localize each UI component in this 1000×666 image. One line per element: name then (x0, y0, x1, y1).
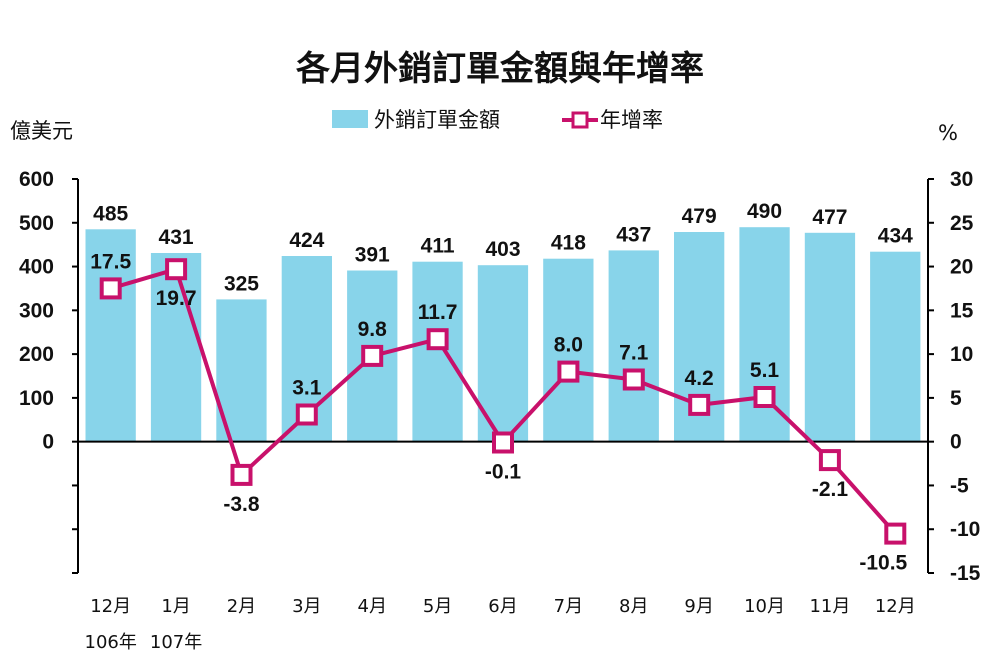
left-tick-label: 400 (19, 256, 54, 279)
rate-value-label: 5.1 (750, 359, 780, 382)
x-tick-label: 7月 (554, 596, 583, 617)
rate-marker-0 (99, 277, 122, 300)
right-tick-label: 20 (950, 256, 973, 279)
left-axis-unit: 億美元 (10, 119, 73, 143)
rate-marker-7 (557, 360, 580, 383)
bar-value-label: 437 (616, 223, 651, 246)
legend-label-rate: 年增率 (600, 108, 663, 132)
rate-marker-2 (230, 463, 253, 486)
bar-1 (150, 253, 202, 442)
rate-value-label: -3.8 (223, 493, 260, 516)
bar-value-label: 325 (224, 272, 259, 295)
right-tick-label: 30 (950, 168, 973, 191)
left-tick-label: 300 (19, 299, 54, 322)
x-tick-label: 3月 (292, 596, 321, 617)
rate-marker-3 (295, 403, 318, 426)
legend-marker-rate (571, 111, 589, 129)
rate-marker-11 (818, 449, 841, 472)
rate-value-label: 17.5 (90, 250, 131, 273)
left-tick-label: 500 (19, 212, 54, 235)
bar-value-label: 477 (812, 206, 847, 229)
legend-swatch-bars (332, 110, 368, 128)
right-tick-label: 15 (950, 299, 974, 322)
legend-label-bars: 外銷訂單金額 (374, 108, 500, 132)
x-tick-label: 12月 (875, 596, 916, 617)
x-tick-label: 2月 (227, 596, 256, 617)
bar-value-label: 391 (355, 243, 390, 266)
rate-marker-9 (688, 393, 711, 416)
bar-12 (870, 251, 921, 442)
left-tick-label: 100 (19, 387, 54, 410)
bar-value-label: 403 (485, 238, 520, 261)
right-tick-label: -5 (950, 474, 969, 497)
bar-value-label: 434 (878, 225, 913, 248)
year-label: 107年 (150, 632, 202, 653)
x-tick-label: 8月 (619, 596, 648, 617)
x-tick-label: 6月 (488, 596, 517, 617)
x-tick-label: 5月 (423, 596, 452, 617)
rate-value-label: -2.1 (812, 478, 849, 501)
rate-marker-6 (492, 431, 514, 454)
x-tick-label: 1月 (161, 596, 190, 617)
left-tick-label: 200 (19, 343, 54, 366)
bar-value-label: 431 (159, 226, 194, 249)
bar-value-label: 479 (682, 205, 717, 228)
x-tick-label: 12月 (90, 596, 131, 617)
rate-value-label: 19.7 (156, 287, 197, 310)
labels-layer: 600 500 400 300 200 100 0 30 25 20 15 10 5 0 -5 -10 -15 1… (19, 168, 981, 653)
rate-marker-4 (361, 344, 384, 367)
bar-0 (85, 229, 136, 442)
legend: 外銷訂單金額 年增率 (332, 108, 663, 132)
bar-value-label: 490 (747, 200, 782, 223)
right-axis-unit: % (938, 121, 958, 145)
rate-marker-8 (622, 368, 645, 391)
bar-11 (804, 232, 856, 442)
rate-value-label: 9.8 (358, 318, 388, 341)
bar-7 (543, 258, 594, 442)
right-tick-label: 0 (950, 431, 962, 454)
rate-value-label: 4.2 (685, 367, 714, 390)
rate-marker-5 (426, 328, 449, 351)
rate-value-label: 3.1 (292, 377, 322, 400)
bar-value-label: 418 (551, 232, 586, 255)
bar-10 (739, 227, 790, 442)
left-tick-label: 600 (19, 168, 54, 191)
bar-value-label: 411 (421, 235, 455, 258)
x-tick-label: 4月 (358, 596, 387, 617)
right-tick-label: 25 (950, 212, 974, 235)
bar-value-label: 485 (93, 202, 128, 225)
x-tick-label: 11月 (809, 596, 850, 617)
rate-value-label: 11.7 (418, 301, 458, 324)
bar-8 (608, 250, 659, 442)
bars-layer (85, 227, 921, 442)
right-tick-label: -10 (950, 518, 980, 541)
x-tick-label: 9月 (684, 596, 713, 617)
year-label: 106年 (85, 632, 137, 653)
x-tick-label: 10月 (744, 596, 785, 617)
bar-5 (412, 261, 463, 442)
rate-value-label: 7.1 (619, 342, 649, 365)
rate-line-layer (99, 258, 907, 545)
right-tick-label: -15 (950, 562, 981, 585)
rate-marker-12 (884, 522, 907, 545)
bar-value-label: 424 (289, 229, 324, 252)
rate-marker-1 (165, 258, 188, 281)
rate-marker-10 (753, 386, 776, 408)
left-tick-label: 0 (42, 431, 54, 454)
rate-value-label: -10.5 (859, 552, 907, 575)
rate-value-label: 8.0 (554, 334, 583, 357)
rate-value-label: -0.1 (485, 461, 522, 484)
chart-title: 各月外銷訂單金額與年增率 (296, 49, 704, 89)
right-tick-label: 5 (950, 387, 962, 410)
right-tick-label: 10 (950, 343, 973, 366)
